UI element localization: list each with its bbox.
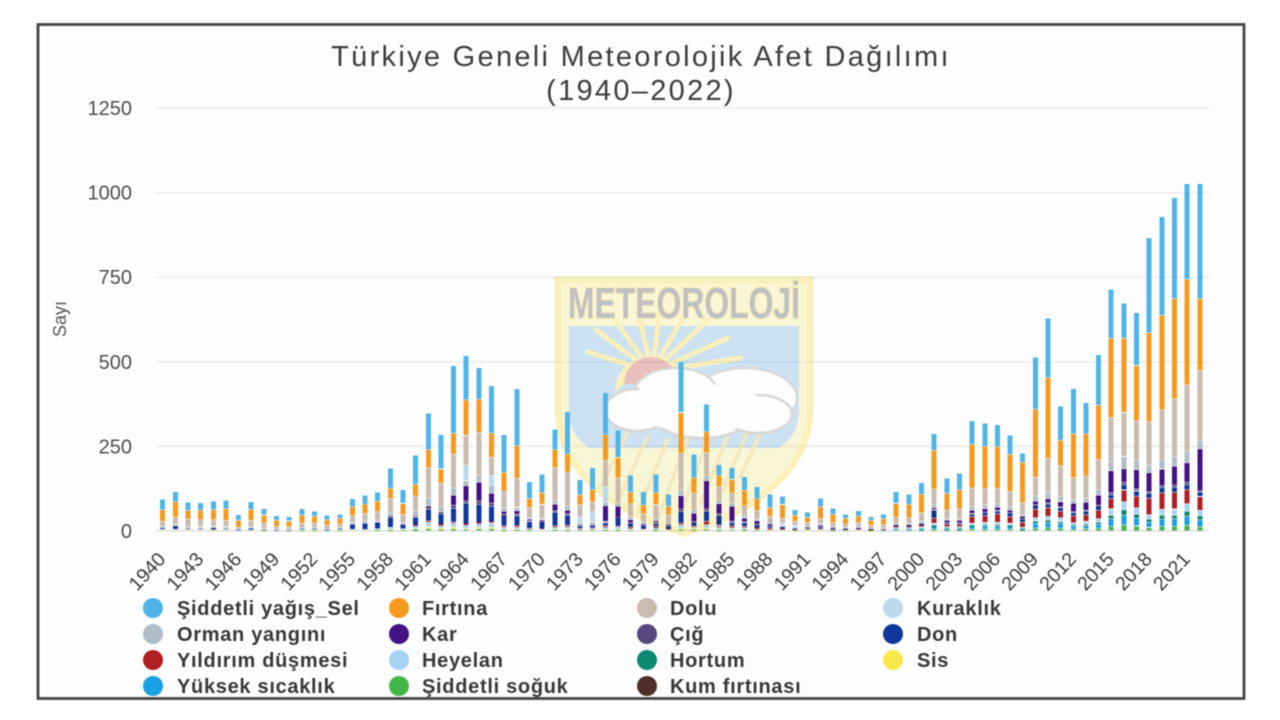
svg-text:Sis: Sis [917, 650, 949, 672]
svg-text:Yüksek sıcaklık: Yüksek sıcaklık [177, 676, 336, 698]
svg-text:0: 0 [121, 521, 132, 543]
svg-text:Kar: Kar [422, 624, 457, 646]
svg-text:750: 750 [99, 267, 132, 289]
svg-text:Türkiye Geneli Meteorolojik Af: Türkiye Geneli Meteorolojik Afet Dağılım… [331, 41, 951, 73]
svg-text:1000: 1000 [88, 183, 133, 205]
svg-text:Orman yangını: Orman yangını [177, 624, 326, 646]
svg-text:Hortum: Hortum [670, 650, 745, 672]
svg-text:Sayı: Sayı [50, 301, 70, 337]
svg-text:Şiddetli yağış_Sel: Şiddetli yağış_Sel [177, 598, 360, 620]
svg-text:Kuraklık: Kuraklık [917, 598, 1002, 620]
svg-text:Çığ: Çığ [670, 624, 704, 646]
svg-text:(1940–2022): (1940–2022) [546, 75, 736, 107]
svg-text:Kum fırtınası: Kum fırtınası [670, 676, 801, 698]
svg-text:Yıldırım düşmesi: Yıldırım düşmesi [177, 650, 348, 672]
svg-text:Fırtına: Fırtına [422, 598, 488, 620]
svg-text:Heyelan: Heyelan [422, 650, 504, 672]
svg-text:Şiddetli soğuk: Şiddetli soğuk [422, 676, 569, 698]
svg-text:Don: Don [917, 624, 958, 646]
svg-text:250: 250 [99, 436, 132, 458]
svg-text:1250: 1250 [88, 98, 133, 120]
svg-text:Dolu: Dolu [670, 598, 717, 620]
svg-text:METEOROLOJİ: METEOROLOJİ [568, 279, 800, 328]
svg-text:500: 500 [99, 352, 132, 374]
